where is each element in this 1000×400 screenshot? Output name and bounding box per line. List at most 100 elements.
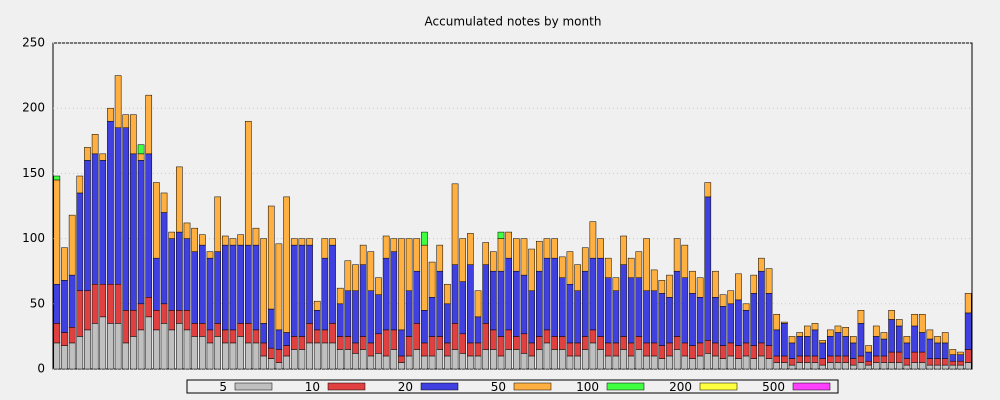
bar-segment [528, 342, 535, 357]
bar-segment [658, 280, 666, 294]
bar-segment [819, 358, 826, 366]
bar-segment [627, 257, 635, 278]
bar-segment [903, 364, 911, 370]
bar-segment [153, 310, 160, 331]
bar-segment [528, 355, 535, 370]
bar-segment [244, 323, 252, 344]
bar-segment [214, 196, 221, 252]
bar-segment [214, 336, 221, 370]
bar-segment [750, 345, 758, 359]
bar-segment [804, 325, 811, 337]
bar-segment [153, 182, 160, 259]
bar-segment [911, 325, 918, 353]
bar-segment [84, 290, 91, 331]
bar-segment [413, 323, 421, 350]
bar-segment [352, 290, 359, 344]
bar-segment [566, 283, 574, 344]
bar-segment [329, 323, 336, 344]
bar-segment [321, 329, 329, 344]
bar-segment [61, 345, 68, 370]
bar-segment [413, 270, 421, 324]
bar-segment [206, 257, 214, 331]
bar-segment [405, 290, 413, 337]
bar-segment [467, 233, 474, 265]
bar-segment [643, 290, 650, 344]
bar-segment [804, 362, 811, 370]
bar-segment [903, 336, 911, 344]
bar-segment [53, 323, 61, 344]
bar-segment [114, 75, 122, 129]
bar-segment [421, 231, 428, 246]
bar-segment [313, 342, 321, 370]
bar-segment [474, 290, 482, 318]
bar-segment [53, 283, 61, 324]
bar-segment [673, 238, 681, 272]
bar-segment [735, 273, 742, 301]
bar-segment [750, 293, 758, 346]
bar-segment [911, 362, 918, 370]
bar-segment [765, 345, 773, 359]
bar-segment [283, 196, 290, 333]
legend-swatch [420, 382, 459, 391]
bar-segment [758, 257, 765, 272]
legend-swatch [513, 382, 552, 391]
bar-segment [91, 134, 99, 155]
bar-segment [926, 329, 934, 340]
y-tick-label: 150 [22, 166, 45, 180]
bar-segment [543, 329, 551, 344]
bar-segment [91, 153, 99, 285]
bar-segment [696, 297, 704, 344]
bar-segment [490, 349, 497, 370]
bar-segment [949, 364, 957, 370]
bar-segment [145, 153, 153, 298]
bar-segment [773, 329, 781, 357]
y-tick-label: 100 [22, 231, 45, 245]
bar-segment [107, 283, 114, 324]
bar-segment [283, 332, 290, 346]
bar-segment [574, 264, 581, 292]
legend-swatch [234, 382, 273, 391]
bar-segment [68, 214, 76, 276]
bar-segment [627, 342, 635, 357]
bar-segment [352, 353, 359, 370]
legend-label: 200 [669, 380, 692, 394]
bar-segment [934, 364, 941, 370]
bar-segment [206, 251, 214, 259]
bar-segment [513, 270, 520, 337]
bar-segment [704, 353, 712, 370]
bar-segment [367, 342, 375, 357]
bar-segment [421, 244, 428, 311]
bar-segment [926, 358, 934, 366]
bar-segment [359, 244, 367, 265]
bar-segment [742, 355, 750, 370]
bar-segment [306, 238, 313, 246]
bar-segment [306, 244, 313, 324]
bar-segment [398, 329, 405, 357]
bar-segment [267, 358, 275, 370]
bar-segment [827, 336, 834, 357]
bar-segment [459, 333, 467, 354]
bar-segment [505, 329, 512, 350]
bar-segment [176, 310, 183, 324]
bar-segment [160, 192, 168, 213]
bar-segment [107, 323, 114, 370]
bar-segment [413, 349, 421, 370]
y-tick-label: 250 [22, 36, 45, 50]
bar-segment [76, 336, 84, 370]
bar-segment [436, 336, 444, 350]
bar-segment [451, 264, 459, 324]
bar-segment [68, 327, 76, 344]
bar-segment [643, 342, 650, 357]
bar-segment [842, 355, 849, 363]
bar-segment [857, 310, 865, 324]
bar-segment [444, 342, 451, 357]
bar-segment [949, 354, 957, 362]
bar-segment [252, 244, 260, 331]
bar-segment [191, 323, 198, 337]
bar-segment [918, 332, 926, 353]
bar-segment [604, 277, 612, 344]
bar-segment [704, 182, 712, 198]
bar-segment [390, 329, 398, 350]
bar-segment [681, 244, 689, 278]
bar-segment [765, 268, 773, 294]
